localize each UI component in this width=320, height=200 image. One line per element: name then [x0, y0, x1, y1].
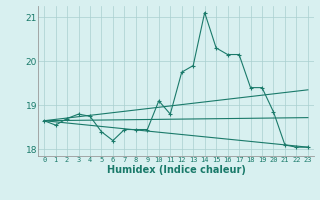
X-axis label: Humidex (Indice chaleur): Humidex (Indice chaleur) — [107, 165, 245, 175]
